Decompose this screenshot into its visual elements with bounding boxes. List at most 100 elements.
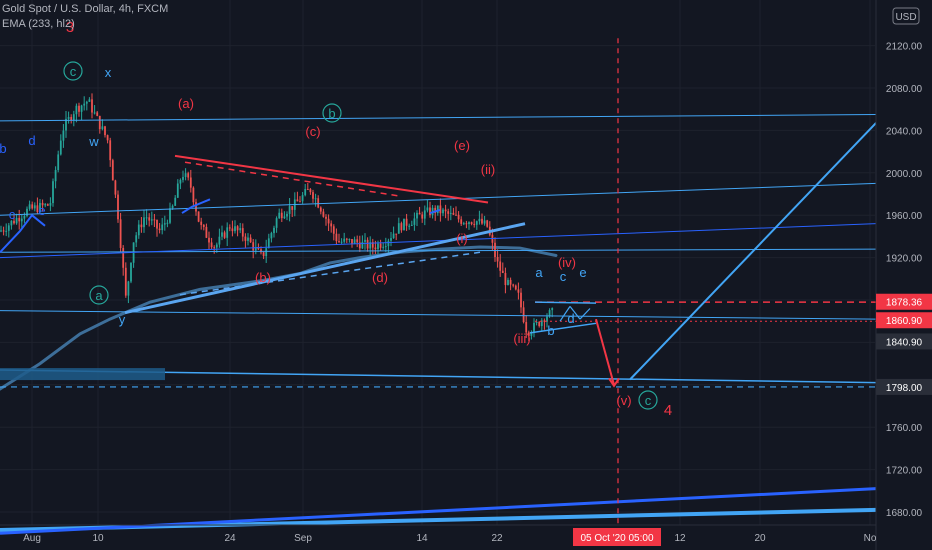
candle-body — [314, 198, 317, 200]
mid-channel-line — [0, 182, 877, 216]
candle-body — [153, 219, 156, 221]
price-tick-label: 1680.00 — [886, 508, 923, 519]
candle-body — [49, 203, 52, 206]
wave-label: (ii) — [481, 162, 495, 177]
triangle-upper-trendline — [174, 154, 489, 204]
price-tick-label: 2080.00 — [886, 84, 923, 95]
candle-body — [182, 176, 184, 180]
candle-body — [296, 199, 299, 202]
wave-label: c — [70, 64, 77, 79]
candle-body — [416, 212, 418, 219]
candle-body — [20, 218, 23, 222]
candle-body — [62, 130, 65, 141]
candle-body — [351, 238, 353, 244]
candle-body — [176, 183, 179, 198]
time-tick-label: 24 — [224, 533, 236, 544]
candle-body — [543, 320, 546, 322]
candle-body — [174, 197, 177, 206]
indicator-legend[interactable]: EMA (233, hl2) — [2, 18, 75, 30]
candle-body — [535, 322, 538, 324]
candle-body — [36, 205, 39, 213]
candle-body — [527, 332, 530, 336]
candle-body — [239, 228, 242, 231]
wave-label: a — [95, 288, 103, 303]
candle-body — [70, 117, 73, 121]
candle-body — [384, 246, 387, 248]
candle-body — [405, 218, 408, 226]
candle-body — [65, 118, 67, 131]
candle-body — [538, 322, 541, 327]
candle-body — [247, 237, 249, 241]
candle-body — [215, 244, 218, 248]
wave-label: d — [567, 311, 574, 326]
wave-label: (a) — [178, 96, 194, 111]
support-line — [0, 310, 877, 320]
candle-body — [452, 212, 455, 215]
candle-body — [41, 202, 44, 206]
candle-body — [10, 220, 13, 226]
candle-body — [18, 217, 21, 222]
wave-label: c — [9, 207, 16, 222]
candle-body — [473, 223, 476, 225]
candle-body — [192, 187, 195, 203]
candle-body — [33, 205, 36, 209]
candle-body — [109, 140, 112, 161]
candle-body — [143, 217, 145, 228]
candle-body — [421, 214, 424, 219]
candle-body — [551, 308, 554, 311]
candle-body — [470, 222, 473, 224]
candle-body — [442, 209, 444, 214]
wave-label: 3 — [66, 19, 74, 36]
wave-label: (d) — [372, 270, 388, 285]
candle-body — [283, 216, 286, 219]
candle-body — [67, 117, 70, 119]
candle-body — [483, 220, 486, 224]
candle-body — [52, 181, 54, 204]
candle-body — [299, 201, 301, 203]
wave-label-circle — [63, 61, 83, 81]
candle-body — [525, 322, 528, 333]
candle-body — [312, 192, 314, 199]
candle-body — [410, 224, 413, 226]
time-tick-label: 20 — [754, 533, 766, 544]
candle-body — [171, 205, 174, 209]
bottom-deep-trend-line — [0, 487, 877, 535]
candle-body — [195, 202, 197, 212]
candle-body — [465, 223, 468, 225]
price-axis-background — [876, 0, 932, 550]
wave-label: (v) — [616, 393, 631, 408]
candle-body — [343, 238, 346, 242]
candle-body — [356, 239, 359, 243]
price-tick-label: 2120.00 — [886, 42, 923, 53]
candle-body — [85, 101, 88, 104]
candle-body — [387, 240, 390, 247]
candle-body — [156, 219, 158, 229]
price-tag-label: 1860.90 — [886, 316, 923, 327]
candle-body — [213, 247, 216, 249]
time-tick-label: Sep — [294, 533, 312, 544]
tiny-wave-path — [429, 208, 441, 215]
candle-body — [340, 241, 343, 243]
price-tick-label: 2040.00 — [886, 126, 923, 137]
candle-body — [501, 270, 504, 274]
candle-body — [403, 218, 405, 231]
upper-channel-line — [0, 114, 877, 122]
candle-body — [332, 226, 335, 234]
candle-body — [444, 209, 447, 212]
candle-body — [309, 189, 312, 193]
candle-body — [57, 154, 60, 171]
candle-body — [377, 243, 379, 250]
price-tag — [876, 333, 932, 350]
candle-body — [83, 103, 86, 106]
candle-body — [78, 105, 80, 112]
candle-body — [306, 189, 309, 191]
candle-body — [166, 222, 169, 224]
candle-body — [114, 180, 117, 195]
time-tick-label: No — [864, 533, 877, 544]
candle-body — [468, 222, 470, 225]
symbol-title[interactable]: Gold Spot / U.S. Dollar, 4h, FXCM — [2, 3, 169, 15]
candle-body — [148, 217, 151, 221]
arrow-head — [608, 377, 620, 388]
candle-body — [46, 204, 49, 206]
